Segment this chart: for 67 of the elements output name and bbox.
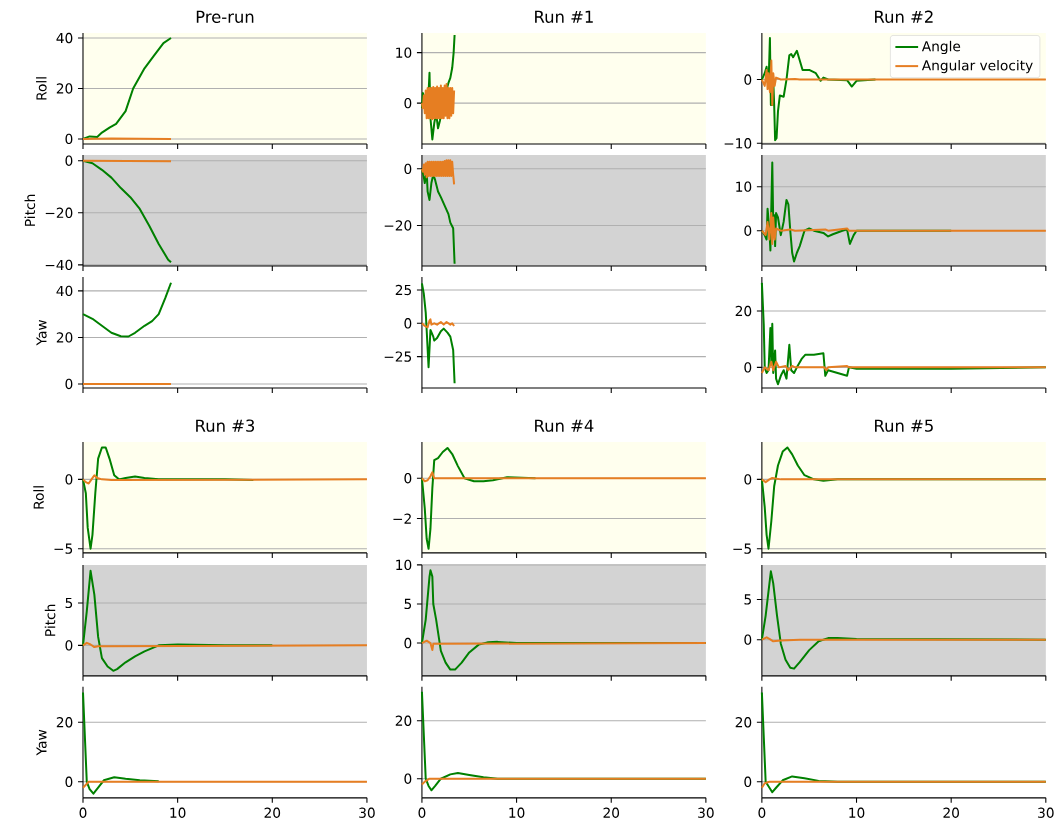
chart-title: Run #4 bbox=[535, 419, 594, 432]
y-tick-label: 0 bbox=[404, 318, 412, 329]
chart-title: Run #1 bbox=[535, 10, 593, 24]
x-tick-label: 20 bbox=[943, 807, 959, 819]
y-tick-label: 0 bbox=[404, 773, 412, 784]
y-tick-label: 0 bbox=[744, 225, 752, 236]
y-tick-label: 0 bbox=[744, 362, 752, 373]
y-tick-label: 0 bbox=[744, 474, 752, 485]
y-tick-label: −20 bbox=[384, 220, 412, 231]
x-tick-label: 0 bbox=[418, 807, 426, 819]
y-tick-label: 5 bbox=[744, 594, 751, 605]
y-axis-title: Roll bbox=[33, 486, 44, 509]
y-tick-label: 0 bbox=[65, 155, 73, 166]
y-tick-label: 0 bbox=[404, 637, 412, 649]
chart-title: Pre-run bbox=[196, 10, 254, 24]
y-tick-label: 5 bbox=[65, 597, 73, 609]
y-tick-label: −5 bbox=[733, 543, 751, 554]
y-tick-label: 20 bbox=[735, 305, 752, 317]
y-axis-title: Roll bbox=[36, 77, 47, 100]
y-tick-label: 0 bbox=[404, 473, 412, 484]
y-tick-label: 0 bbox=[65, 640, 73, 651]
chart-title: Run #2 bbox=[875, 10, 933, 24]
y-tick-label: 25 bbox=[395, 284, 412, 296]
y-tick-label: 0 bbox=[404, 163, 412, 175]
chart-title: Run #3 bbox=[196, 419, 255, 432]
x-tick-label: 10 bbox=[170, 807, 186, 819]
y-tick-label: 20 bbox=[56, 717, 73, 728]
legend-label: Angle bbox=[921, 40, 961, 55]
y-tick-label: 10 bbox=[396, 47, 412, 58]
chart-title: Run #5 bbox=[875, 419, 933, 432]
y-tick-label: −2 bbox=[393, 513, 411, 524]
y-tick-label: 0 bbox=[744, 74, 752, 85]
x-tick-label: 10 bbox=[849, 807, 865, 819]
y-tick-label: 0 bbox=[65, 776, 73, 788]
legend-label: Angular velocity bbox=[921, 59, 1033, 74]
x-tick-label: 20 bbox=[264, 807, 281, 819]
y-axis-title: Yaw bbox=[36, 729, 47, 756]
x-tick-label: 30 bbox=[1038, 807, 1054, 819]
y-tick-label: 0 bbox=[65, 133, 73, 145]
y-tick-label: 0 bbox=[744, 634, 752, 645]
y-tick-label: 10 bbox=[736, 181, 752, 192]
y-tick-label: 0 bbox=[404, 97, 412, 109]
y-tick-label: 40 bbox=[56, 32, 73, 44]
x-tick-label: 30 bbox=[698, 807, 714, 819]
x-tick-label: 20 bbox=[603, 807, 620, 819]
x-tick-label: 0 bbox=[79, 807, 87, 819]
y-tick-label: 5 bbox=[404, 598, 412, 610]
x-tick-label: 30 bbox=[359, 807, 375, 819]
y-axis-title: Pitch bbox=[24, 194, 36, 226]
x-tick-label: 10 bbox=[509, 807, 525, 819]
y-tick-label: −20 bbox=[45, 207, 73, 219]
y-tick-label: 0 bbox=[65, 474, 73, 485]
y-tick-label: −40 bbox=[45, 259, 73, 271]
y-tick-label: 40 bbox=[56, 285, 73, 297]
y-tick-label: 20 bbox=[395, 715, 412, 727]
y-tick-label: −5 bbox=[54, 543, 73, 554]
y-tick-label: 20 bbox=[735, 717, 752, 728]
y-tick-label: −25 bbox=[384, 351, 412, 362]
y-tick-label: 10 bbox=[396, 559, 412, 571]
y-tick-label: 20 bbox=[56, 332, 73, 343]
y-axis-title: Yaw bbox=[36, 319, 47, 346]
y-tick-label: −10 bbox=[724, 138, 752, 149]
y-tick-label: 20 bbox=[56, 83, 73, 94]
x-tick-label: 0 bbox=[758, 807, 766, 819]
y-axis-title: Pitch bbox=[44, 604, 56, 636]
y-tick-label: 0 bbox=[65, 378, 73, 390]
y-tick-label: 0 bbox=[744, 776, 752, 788]
